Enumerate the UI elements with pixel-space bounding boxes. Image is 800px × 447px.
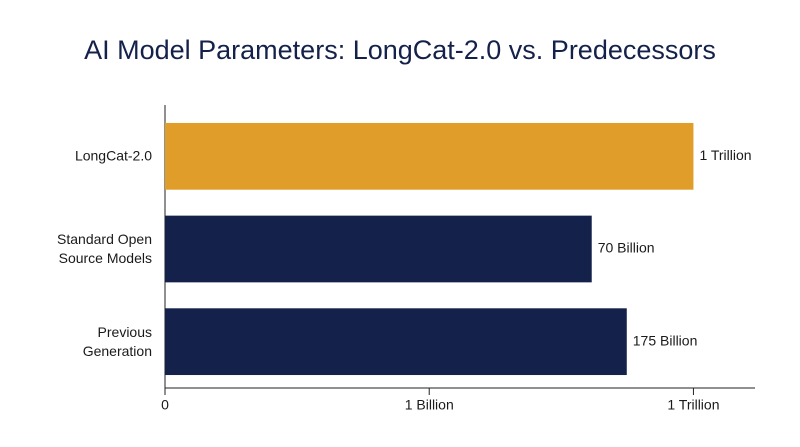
value-label: 1 Trillion	[699, 147, 751, 163]
x-tick-label: 1 Trillion	[667, 397, 719, 413]
x-tick-label: 0	[161, 397, 169, 413]
x-tick-label: 1 Billion	[405, 397, 454, 413]
bar	[165, 215, 592, 283]
value-label: 70 Billion	[598, 240, 655, 256]
y-tick-label: Standard Open Source Models	[57, 231, 152, 266]
bar	[165, 122, 694, 190]
y-tick-label: Previous Generation	[82, 323, 152, 359]
bar	[165, 308, 627, 376]
value-label: 175 Billion	[633, 332, 698, 348]
chart-title: AI Model Parameters: LongCat-2.0 vs. Pre…	[84, 35, 716, 65]
y-tick-label: LongCat-2.0	[74, 147, 152, 164]
